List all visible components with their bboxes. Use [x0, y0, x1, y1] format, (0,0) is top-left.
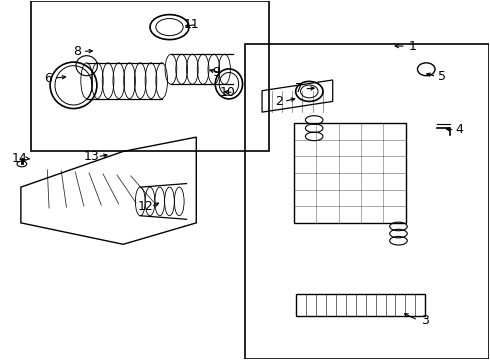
- Bar: [294, 123, 406, 223]
- Text: 9: 9: [212, 66, 220, 79]
- Text: 5: 5: [439, 70, 446, 83]
- Text: 8: 8: [73, 45, 81, 58]
- Bar: [245, 44, 489, 359]
- Text: 10: 10: [220, 86, 236, 99]
- Text: 3: 3: [421, 314, 429, 327]
- Text: 6: 6: [44, 72, 51, 85]
- Text: 12: 12: [137, 200, 153, 213]
- Text: 13: 13: [84, 150, 99, 163]
- Text: 4: 4: [455, 123, 464, 136]
- Text: 14: 14: [12, 152, 28, 165]
- Text: 7: 7: [294, 82, 303, 95]
- Text: 11: 11: [184, 18, 199, 31]
- Text: 1: 1: [409, 40, 417, 53]
- Text: 2: 2: [275, 95, 283, 108]
- Bar: [30, 1, 270, 152]
